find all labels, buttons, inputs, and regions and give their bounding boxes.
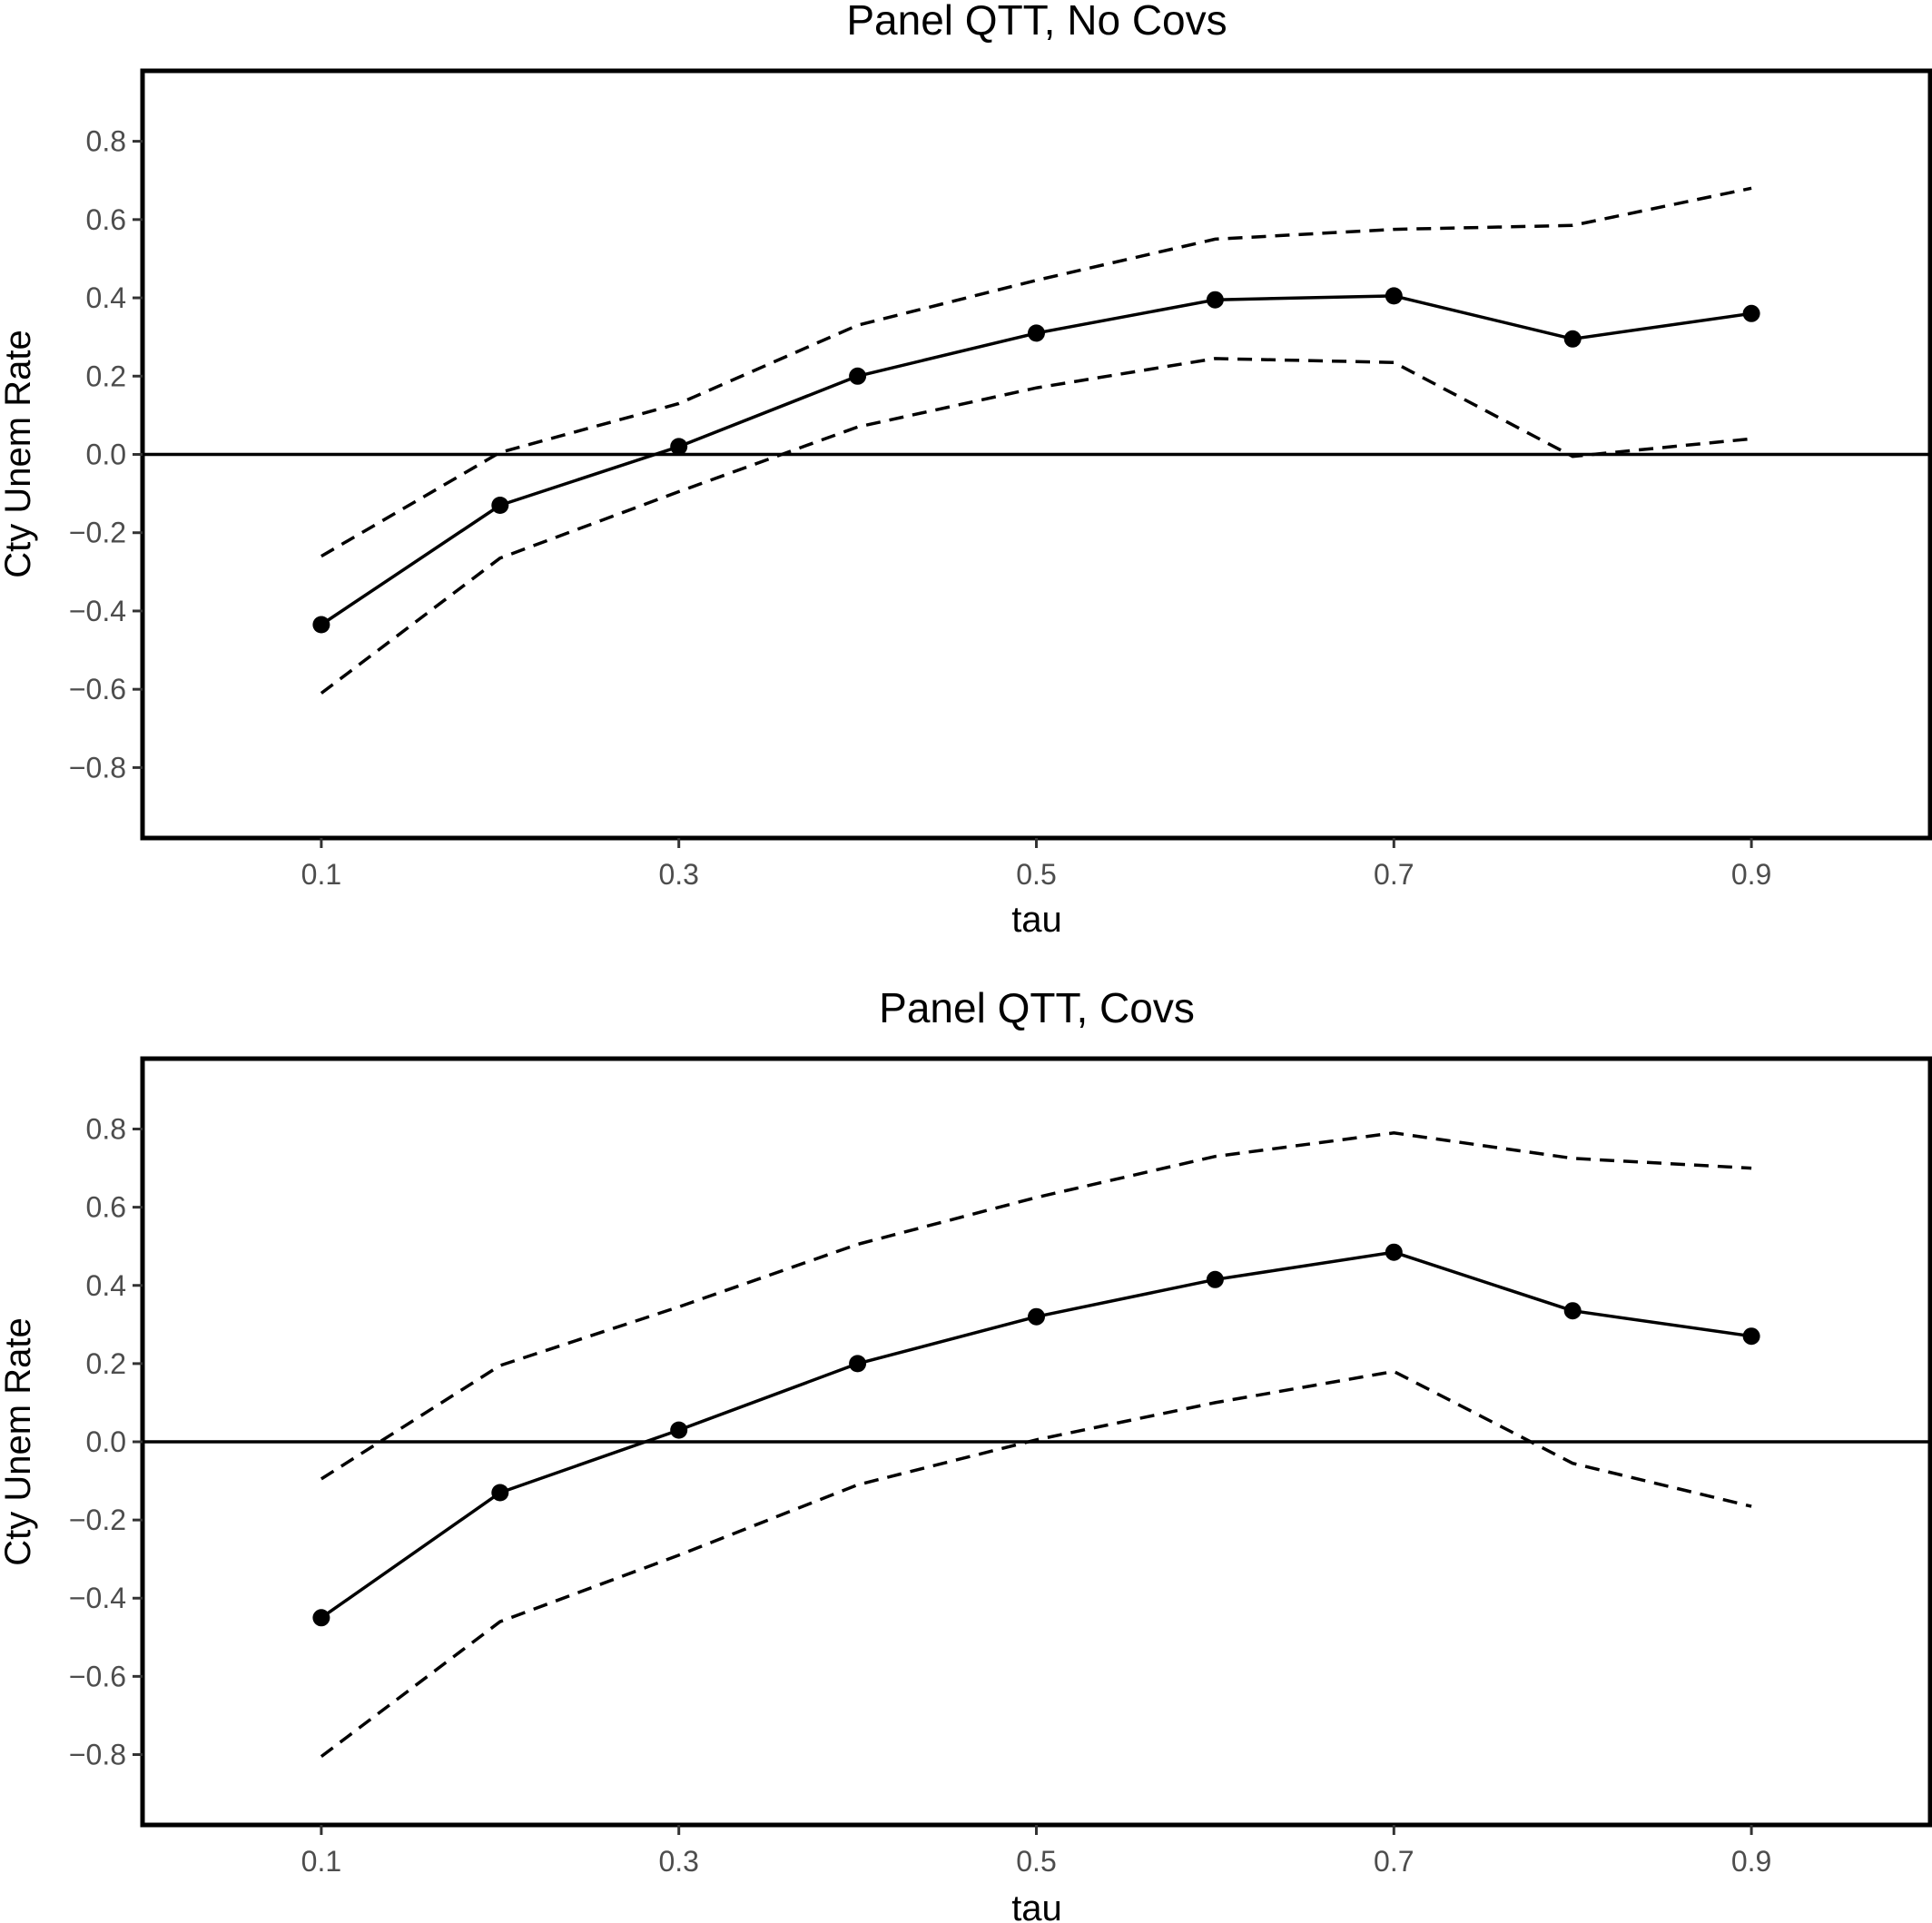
y-tick-label: −0.2 (69, 1504, 126, 1536)
y-tick-label: −0.4 (69, 1582, 126, 1614)
y-tick-label: 0.4 (86, 1269, 126, 1302)
y-tick-label: −0.4 (69, 595, 126, 627)
estimate-line (320, 1250, 1752, 1620)
x-tick-label: 0.5 (1016, 1845, 1056, 1878)
y-tick-label: 0.0 (86, 1425, 126, 1458)
estimate-point (491, 1484, 509, 1502)
estimate-point (1742, 304, 1760, 322)
y-tick-label: −0.8 (69, 1738, 126, 1770)
x-axis-title: tau (1011, 900, 1062, 940)
y-tick-label: −0.8 (69, 751, 126, 784)
y-tick-label: −0.6 (69, 673, 126, 705)
x-tick-label: 0.5 (1016, 858, 1056, 891)
estimate-point (1028, 1307, 1045, 1326)
panel-title: Panel QTT, No Covs (846, 0, 1227, 44)
axis-ticks: 0.8 0.6 0.4 0.2 0.0 −0.2 −0.4 −0.6 −0.8 0.1 0.3 0.5… (69, 1113, 1772, 1878)
x-tick-label: 0.3 (658, 1845, 698, 1878)
panel-covs: Panel QTT, Covs tau Cty Unem Rate 0.8 0.6… (0, 984, 1932, 1923)
x-axis-title: tau (1011, 1888, 1062, 1923)
y-tick-label: 0.4 (86, 281, 126, 314)
estimate-point (849, 1355, 867, 1373)
y-tick-label: 0.0 (86, 439, 126, 471)
lower-ci-line (320, 357, 1752, 695)
axis-ticks: 0.8 0.6 0.4 0.2 0.0 −0.2 −0.4 −0.6 −0.8 0.1 0.3 0.5… (69, 125, 1772, 891)
y-tick-label: 0.6 (86, 203, 126, 236)
estimate-point (1563, 1302, 1582, 1320)
x-tick-label: 0.1 (301, 858, 341, 891)
y-tick-label: 0.2 (86, 1347, 126, 1380)
estimate-point (1206, 1270, 1224, 1288)
y-tick-label: 0.6 (86, 1191, 126, 1224)
x-tick-label: 0.1 (301, 1845, 341, 1878)
data-marks (143, 186, 1930, 695)
estimate-point (670, 438, 688, 456)
estimate-point (312, 1609, 330, 1627)
estimate-point (1563, 330, 1582, 348)
estimate-point (1206, 291, 1224, 309)
x-tick-label: 0.9 (1731, 1845, 1771, 1878)
y-tick-label: 0.2 (86, 360, 126, 392)
estimate-point (491, 497, 509, 514)
x-tick-label: 0.7 (1374, 1845, 1414, 1878)
panel-title: Panel QTT, Covs (879, 984, 1195, 1031)
estimate-point (1385, 287, 1403, 305)
estimate-point (1385, 1243, 1403, 1261)
estimate-point (1742, 1327, 1760, 1346)
estimate-line (320, 294, 1752, 626)
lower-ci-line (320, 1369, 1752, 1758)
y-tick-label: 0.8 (86, 1113, 126, 1146)
data-marks (143, 1131, 1930, 1758)
x-tick-label: 0.7 (1374, 858, 1414, 891)
y-tick-label: −0.6 (69, 1660, 126, 1692)
upper-ci-line (320, 186, 1752, 558)
y-tick-label: 0.8 (86, 125, 126, 158)
y-axis-title: Cty Unem Rate (0, 1317, 38, 1565)
y-axis-title: Cty Unem Rate (0, 330, 38, 577)
y-tick-label: −0.2 (69, 517, 126, 549)
estimate-point (312, 616, 330, 634)
x-tick-label: 0.3 (658, 858, 698, 891)
estimate-point (849, 367, 867, 385)
panel-no-covs: Panel QTT, No Covs tau Cty Unem Rate 0.8… (0, 0, 1932, 940)
x-tick-label: 0.9 (1731, 858, 1771, 891)
estimate-point (1028, 324, 1045, 342)
estimate-point (670, 1421, 688, 1439)
upper-ci-line (320, 1131, 1752, 1481)
